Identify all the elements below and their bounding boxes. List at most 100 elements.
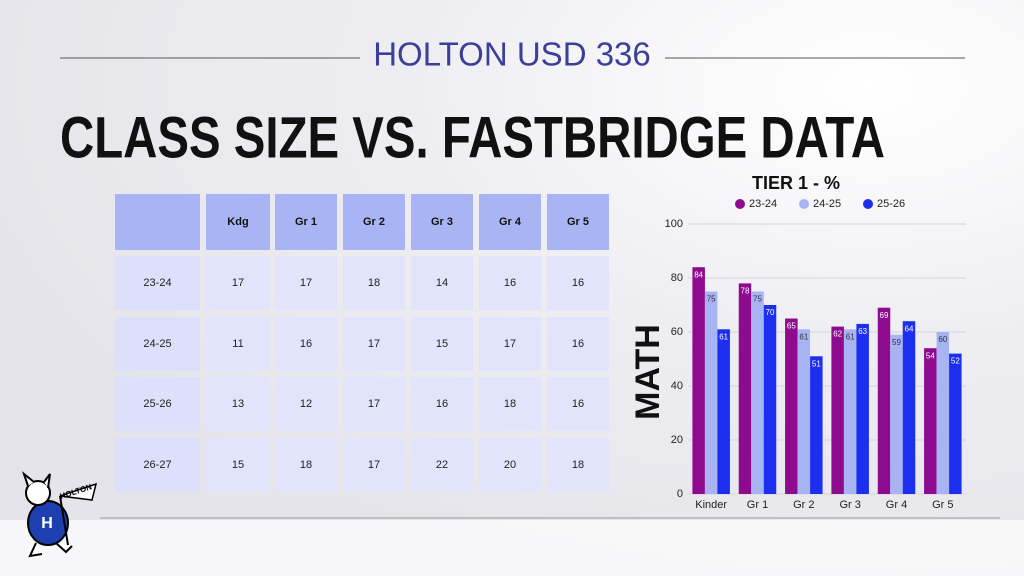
table-cell xyxy=(411,438,473,492)
table-cell xyxy=(343,438,405,492)
svg-text:H: H xyxy=(41,515,53,532)
table-cell xyxy=(206,256,270,310)
table-header-cell xyxy=(343,194,405,250)
column-header: Gr 5 xyxy=(567,216,589,228)
table-cell xyxy=(343,317,405,371)
table-value: 12 xyxy=(300,398,312,410)
table-value: 20 xyxy=(504,459,516,471)
table-header-cell xyxy=(206,194,270,250)
table-value: 16 xyxy=(504,277,516,289)
bar xyxy=(924,348,937,494)
value-label: 70 xyxy=(766,308,775,317)
y-tick-label: 40 xyxy=(671,380,683,392)
chart-title: TIER 1 - % xyxy=(752,173,840,193)
table-cell xyxy=(547,256,609,310)
table-value: 17 xyxy=(368,459,380,471)
header-title: HOLTON USD 336 xyxy=(373,36,651,73)
table-cell xyxy=(275,377,337,431)
x-tick-label: Gr 2 xyxy=(793,499,814,511)
value-label: 65 xyxy=(787,322,796,331)
bar xyxy=(704,291,718,494)
table-value: 14 xyxy=(436,277,448,289)
y-tick-label: 80 xyxy=(671,272,683,284)
row-label: 24-25 xyxy=(143,338,171,350)
value-label: 62 xyxy=(833,330,842,339)
legend-label: 23-24 xyxy=(749,198,777,210)
value-label: 60 xyxy=(938,335,947,344)
bar xyxy=(717,329,730,494)
legend-label: 24-25 xyxy=(813,198,841,210)
table-value: 17 xyxy=(504,338,516,350)
legend-label: 25-26 xyxy=(877,198,905,210)
table-cell xyxy=(343,256,405,310)
table-value: 17 xyxy=(368,398,380,410)
table-value: 15 xyxy=(232,459,244,471)
table-cell xyxy=(411,317,473,371)
table-cell xyxy=(411,377,473,431)
bar xyxy=(763,305,777,494)
table-cell xyxy=(206,438,270,492)
value-label: 75 xyxy=(707,295,716,304)
table-value: 16 xyxy=(300,338,312,350)
column-header: Gr 2 xyxy=(363,216,385,228)
table-cell xyxy=(275,256,337,310)
table-cell xyxy=(206,317,270,371)
column-header: Kdg xyxy=(227,216,248,228)
table-value: 18 xyxy=(368,277,380,289)
table-value: 17 xyxy=(232,277,244,289)
slide-heading: CLASS SIZE VS. FASTBRIDGE DATA xyxy=(60,105,885,170)
table-cell xyxy=(479,317,541,371)
table-value: 22 xyxy=(436,459,448,471)
bar xyxy=(692,267,705,494)
table-value: 17 xyxy=(368,338,380,350)
table-cell xyxy=(479,377,541,431)
bar xyxy=(890,334,903,494)
bar xyxy=(856,323,869,494)
table-value: 16 xyxy=(436,398,448,410)
y-tick-label: 100 xyxy=(665,218,683,230)
column-header: Gr 1 xyxy=(295,216,317,228)
bar xyxy=(949,353,962,494)
bar xyxy=(902,321,916,494)
table-header-cell xyxy=(547,194,609,250)
footer-band xyxy=(0,520,1024,576)
bar xyxy=(785,318,798,494)
table-value: 16 xyxy=(572,338,584,350)
x-tick-label: Gr 4 xyxy=(886,499,907,511)
value-label: 52 xyxy=(951,357,960,366)
bar xyxy=(797,329,811,494)
table-value: 15 xyxy=(436,338,448,350)
table-cell xyxy=(547,317,609,371)
bar xyxy=(843,329,857,494)
x-tick-label: Gr 5 xyxy=(932,499,953,511)
table-value: 16 xyxy=(572,398,584,410)
y-axis-label: MATH xyxy=(629,324,667,420)
table-value: 18 xyxy=(504,398,516,410)
value-label: 84 xyxy=(694,270,703,279)
value-label: 69 xyxy=(880,311,889,320)
value-label: 54 xyxy=(926,351,935,360)
x-tick-label: Gr 3 xyxy=(839,499,860,511)
y-tick-label: 0 xyxy=(677,488,683,500)
table-cell xyxy=(115,317,200,371)
table-value: 11 xyxy=(232,338,243,350)
column-header: Gr 4 xyxy=(499,216,522,228)
table-value: 16 xyxy=(572,277,584,289)
table-cell xyxy=(411,256,473,310)
table-value: 18 xyxy=(572,459,584,471)
legend-swatch xyxy=(863,199,873,209)
table-header-cell xyxy=(411,194,473,250)
bar xyxy=(936,332,950,494)
table-cell xyxy=(115,256,200,310)
table-value: 17 xyxy=(300,277,312,289)
value-label: 63 xyxy=(858,327,867,336)
value-label: 61 xyxy=(799,332,808,341)
table-header-cell xyxy=(479,194,541,250)
bar xyxy=(877,307,891,494)
bar xyxy=(738,283,752,494)
column-header: Gr 3 xyxy=(431,216,453,228)
table-value: 13 xyxy=(232,398,244,410)
table-cell xyxy=(479,438,541,492)
bar xyxy=(751,291,764,494)
value-label: 75 xyxy=(753,295,762,304)
